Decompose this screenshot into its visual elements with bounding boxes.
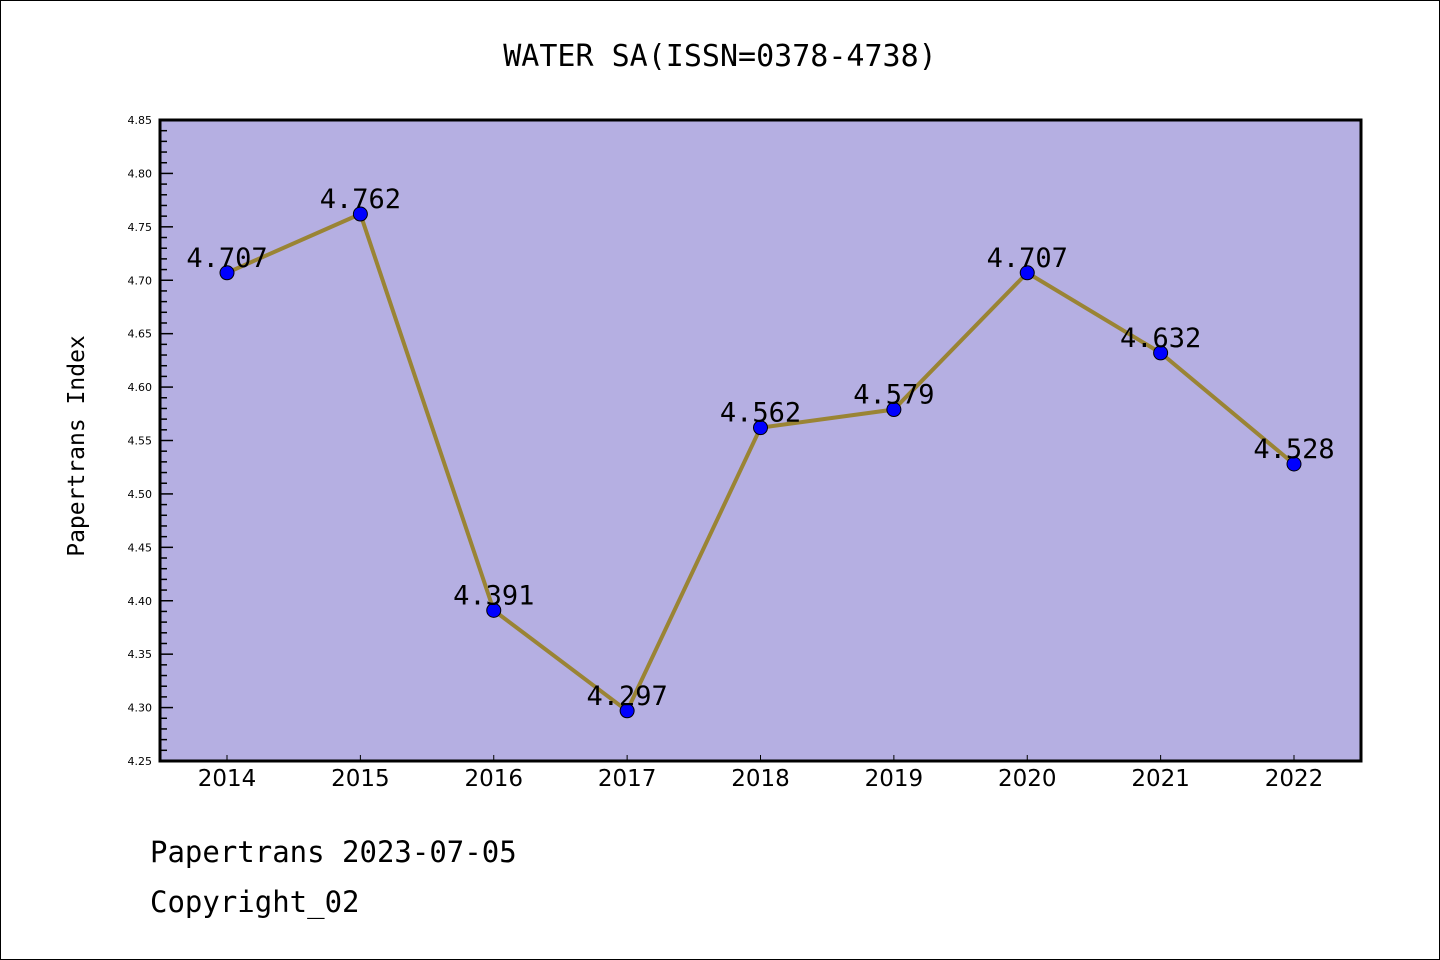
- y-tick-label: 4.40: [128, 595, 153, 608]
- data-label: 4.297: [586, 681, 667, 712]
- chart-title: WATER SA(ISSN=0378-4738): [503, 39, 936, 74]
- data-label: 4.391: [453, 580, 534, 611]
- data-point: [219, 265, 235, 281]
- x-tick-label: 2016: [464, 766, 523, 792]
- footer-date: Papertrans 2023-07-05: [150, 835, 517, 869]
- data-point: [753, 420, 768, 436]
- y-tick-label: 4.35: [128, 648, 153, 661]
- x-tick-label: 2018: [731, 766, 790, 792]
- data-point: [886, 402, 902, 418]
- x-tick-label: 2019: [865, 766, 924, 792]
- y-tick-label: 4.70: [128, 274, 153, 287]
- y-tick-label: 4.45: [128, 541, 153, 554]
- y-tick-label: 4.30: [128, 702, 153, 715]
- x-tick-label: 2015: [331, 766, 390, 792]
- data-label: 4.707: [987, 243, 1068, 274]
- data-point: [1019, 265, 1035, 281]
- data-label: 4.562: [720, 398, 801, 429]
- y-tick-label: 4.50: [128, 488, 153, 501]
- y-tick-label: 4.60: [128, 381, 153, 394]
- data-point: [619, 703, 635, 719]
- x-tick-label: 2020: [998, 766, 1057, 792]
- y-tick-label: 4.85: [128, 114, 153, 127]
- data-label: 4.707: [186, 243, 267, 274]
- x-tick-label: 2022: [1265, 766, 1324, 792]
- data-label: 4.528: [1253, 434, 1334, 465]
- y-tick-label: 4.25: [128, 755, 153, 768]
- data-label: 4.579: [853, 380, 934, 411]
- data-point: [486, 602, 502, 618]
- plot-background: [160, 120, 1361, 761]
- x-tick-label: 2021: [1131, 766, 1190, 792]
- y-tick-label: 4.55: [128, 435, 153, 448]
- y-axis-label: Papertrans Index: [64, 335, 90, 557]
- data-point: [1153, 345, 1169, 361]
- y-tick-label: 4.80: [128, 167, 153, 180]
- plot-border: [158, 118, 1363, 763]
- data-point: [352, 206, 368, 222]
- x-tick-label: 2017: [598, 766, 657, 792]
- y-tick-label: 4.65: [128, 328, 153, 341]
- data-label: 4.632: [1120, 323, 1201, 354]
- y-tick-label: 4.75: [128, 221, 153, 234]
- x-tick-label: 2014: [198, 766, 257, 792]
- data-label: 4.762: [320, 184, 401, 215]
- data-point: [1286, 456, 1302, 472]
- footer-copyright: Copyright_02: [150, 885, 360, 919]
